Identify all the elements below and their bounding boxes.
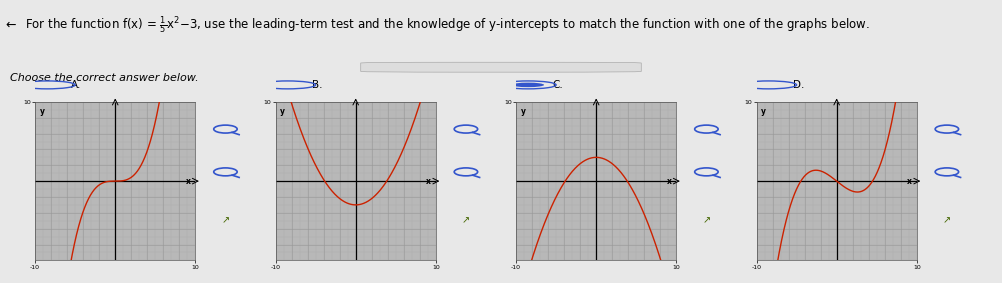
Text: Choose the correct answer below.: Choose the correct answer below.: [10, 73, 198, 83]
Text: For the function f(x) = $\frac{1}{5}$x$^{2}$$-$3, use the leading-term test and : For the function f(x) = $\frac{1}{5}$x$^…: [25, 14, 870, 36]
Text: y: y: [40, 107, 45, 116]
Text: ↗: ↗: [702, 216, 710, 226]
Text: y: y: [521, 107, 526, 116]
FancyBboxPatch shape: [361, 62, 641, 72]
Text: ↗: ↗: [943, 216, 951, 226]
Text: ↗: ↗: [221, 216, 229, 226]
Text: D.: D.: [793, 80, 804, 90]
Text: x: x: [666, 177, 671, 186]
Text: y: y: [281, 107, 286, 116]
Text: y: y: [762, 107, 767, 116]
Text: C.: C.: [552, 80, 563, 90]
Circle shape: [512, 83, 544, 87]
Text: ↗: ↗: [462, 216, 470, 226]
Text: x: x: [426, 177, 431, 186]
Text: x: x: [185, 177, 190, 186]
Text: ←: ←: [5, 18, 15, 31]
Text: B.: B.: [312, 80, 322, 90]
Text: x: x: [907, 177, 912, 186]
Text: A.: A.: [71, 80, 81, 90]
